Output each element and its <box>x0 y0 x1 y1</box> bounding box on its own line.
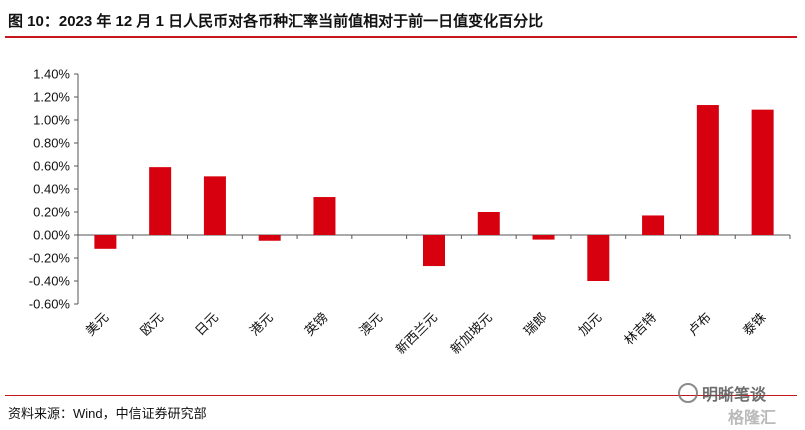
x-tick-label: 泰铢 <box>740 310 770 340</box>
wechat-icon <box>678 383 698 403</box>
x-tick-label: 瑞郎 <box>521 310 550 339</box>
y-tick-label: 0.40% <box>33 182 70 197</box>
bar <box>94 235 117 249</box>
watermark: 明晰笔谈 <box>678 381 766 405</box>
bar <box>587 235 610 281</box>
chart-bars <box>94 105 774 281</box>
chart-axes <box>74 73 791 305</box>
y-tick-label: 1.40% <box>33 67 70 82</box>
y-tick-label: 0.20% <box>33 205 70 220</box>
y-tick-label: 0.00% <box>33 228 70 243</box>
bar <box>423 235 445 267</box>
y-tick-label: -0.60% <box>29 297 71 312</box>
y-tick-label: 1.00% <box>33 113 70 128</box>
source-divider <box>5 395 797 396</box>
bar-chart: 1.40% 1.20% 1.00% 0.80% 0.60% 0.40% 0.20% 0.00%… <box>29 67 791 358</box>
watermark-secondary: 格隆汇 <box>728 410 777 427</box>
x-tick-label: 日元 <box>193 310 222 339</box>
y-tick-label: -0.20% <box>29 251 71 266</box>
x-tick-label: 欧元 <box>138 310 167 339</box>
x-tick-label: 加元 <box>576 310 605 339</box>
bar <box>751 109 774 235</box>
x-tick-label: 林吉特 <box>622 310 660 348</box>
y-tick-label: -0.40% <box>29 274 71 289</box>
x-tick-label: 新西兰元 <box>393 310 441 358</box>
bar <box>313 197 336 235</box>
x-tick-label: 美元 <box>83 310 112 339</box>
bar <box>477 212 500 235</box>
bar <box>696 105 719 235</box>
x-tick-label: 卢布 <box>685 310 715 340</box>
bar <box>149 167 172 235</box>
y-tick-label: 1.20% <box>33 90 70 105</box>
y-tick-label: 0.80% <box>33 136 70 151</box>
x-tick-label: 英镑 <box>302 310 332 340</box>
watermark-text: 明晰笔谈 <box>702 387 767 404</box>
x-tick-label: 澳元 <box>356 310 386 340</box>
title-divider <box>5 36 797 38</box>
x-tick-label: 新加坡元 <box>448 310 496 358</box>
bar <box>642 215 665 235</box>
bar <box>203 176 226 235</box>
y-tick-label: 0.60% <box>33 159 70 174</box>
x-tick-label: 港元 <box>248 310 277 339</box>
bar <box>258 235 281 241</box>
source-note: 资料来源：Wind，中信证券研究部 <box>8 406 207 421</box>
bar <box>532 235 555 240</box>
chart-labels: 1.40% 1.20% 1.00% 0.80% 0.60% 0.40% 0.20% 0.00%… <box>29 67 770 358</box>
chart-title: 图 10：2023 年 12 月 1 日人民币对各币种汇率当前值相对于前一日值变… <box>8 13 544 30</box>
